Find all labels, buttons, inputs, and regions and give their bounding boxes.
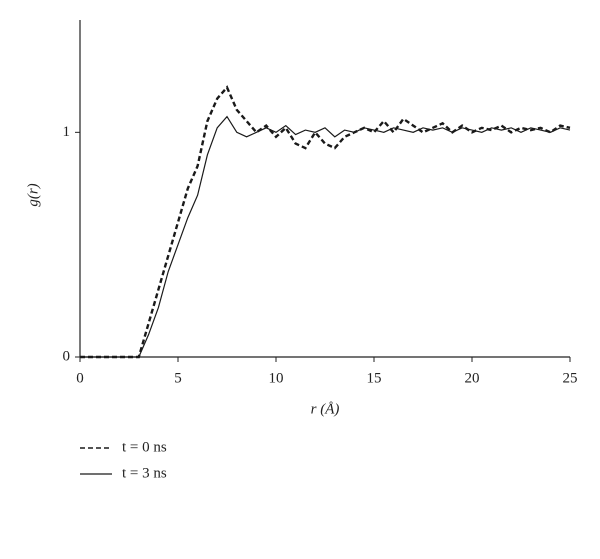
series-line <box>80 115 571 358</box>
x-axis-label: r (Å) <box>311 401 340 417</box>
y-tick-label: 0 <box>63 348 71 364</box>
x-tick-label: 0 <box>76 370 84 386</box>
x-tick-label: 15 <box>367 370 382 386</box>
x-tick-label: 10 <box>269 370 284 386</box>
y-axis-label: g(r) <box>25 183 41 206</box>
y-tick-label: 1 <box>63 124 71 140</box>
x-tick-label: 25 <box>563 370 578 386</box>
legend-label: t = 3 ns <box>122 465 167 481</box>
x-tick-label: 5 <box>174 370 182 386</box>
legend-label: t = 0 ns <box>122 439 167 455</box>
x-tick-label: 20 <box>465 370 480 386</box>
